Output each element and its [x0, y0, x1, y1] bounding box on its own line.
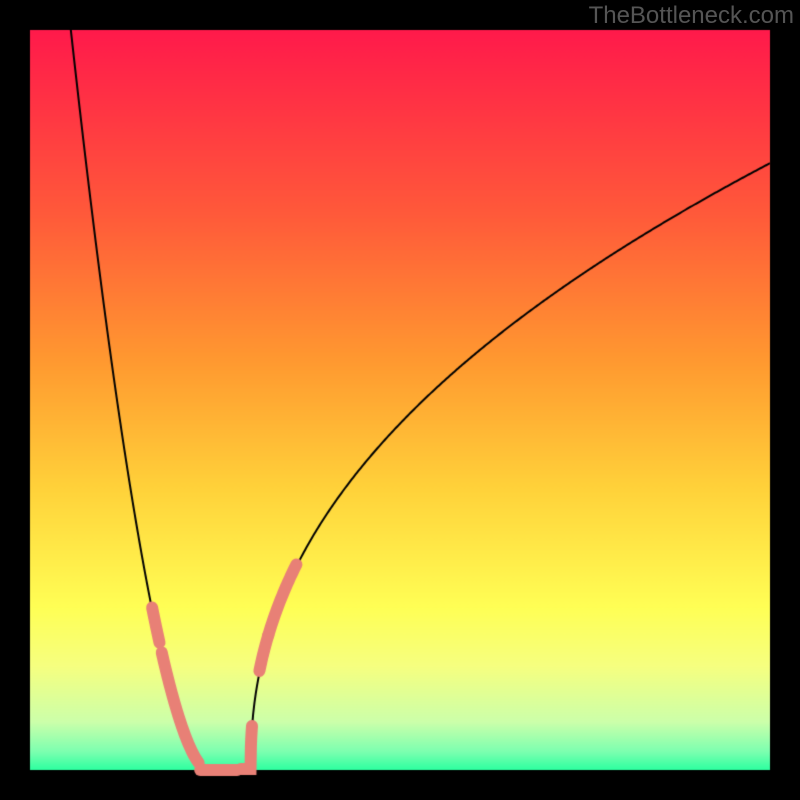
sweet-spot-markers-layer [0, 0, 800, 800]
chart-stage: TheBottleneck.com [0, 0, 800, 800]
watermark-text: TheBottleneck.com [589, 2, 794, 30]
